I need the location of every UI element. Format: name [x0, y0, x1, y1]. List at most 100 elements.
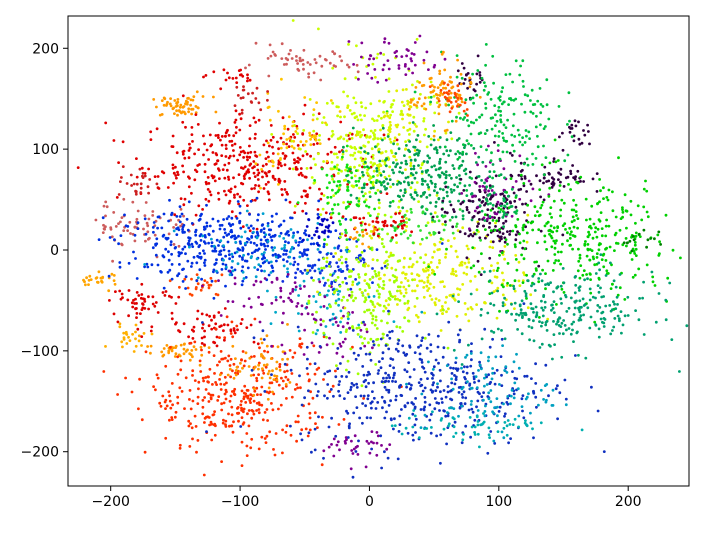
data-point	[364, 107, 367, 110]
data-point	[138, 340, 141, 343]
data-point	[148, 178, 151, 181]
data-point	[248, 164, 251, 167]
data-point	[617, 315, 620, 318]
data-point	[295, 55, 298, 58]
data-point	[237, 94, 240, 97]
data-point	[164, 248, 167, 251]
data-point	[461, 283, 464, 286]
data-point	[596, 236, 599, 239]
data-point	[210, 439, 213, 442]
data-point	[313, 158, 316, 161]
data-point	[506, 371, 509, 374]
data-point	[382, 53, 385, 56]
data-point	[280, 147, 283, 150]
data-point	[256, 258, 259, 261]
data-point	[463, 272, 466, 275]
data-point	[223, 323, 226, 326]
data-point	[232, 149, 235, 152]
data-point	[518, 261, 521, 264]
data-point	[561, 288, 564, 291]
data-point	[506, 151, 509, 154]
data-point	[474, 426, 477, 429]
data-point	[354, 76, 357, 79]
data-point	[371, 276, 374, 279]
data-point	[280, 188, 283, 191]
data-point	[197, 245, 200, 248]
data-point	[347, 205, 350, 208]
data-point	[519, 141, 522, 144]
data-point	[405, 427, 408, 430]
data-point	[426, 161, 429, 164]
data-point	[443, 346, 446, 349]
data-point	[605, 196, 608, 199]
data-point	[461, 62, 464, 65]
data-point	[426, 154, 429, 157]
data-point	[443, 410, 446, 413]
data-point	[309, 417, 312, 420]
data-point	[334, 229, 337, 232]
data-point	[477, 369, 480, 372]
data-point	[208, 233, 211, 236]
data-point	[349, 132, 352, 135]
data-point	[513, 397, 516, 400]
data-point	[178, 109, 181, 112]
data-point	[175, 411, 178, 414]
data-point	[323, 372, 326, 375]
data-point	[196, 318, 199, 321]
data-point	[254, 318, 257, 321]
data-point	[250, 200, 253, 203]
data-point	[613, 249, 616, 252]
data-point	[277, 153, 280, 156]
data-point	[162, 235, 165, 238]
data-point	[336, 115, 339, 118]
data-point	[500, 90, 503, 93]
data-point	[183, 352, 186, 355]
data-point	[502, 285, 505, 288]
data-point	[155, 301, 158, 304]
data-point	[342, 150, 345, 153]
data-point	[145, 350, 148, 353]
data-point	[450, 191, 453, 194]
data-point	[163, 256, 166, 259]
data-point	[408, 382, 411, 385]
data-point	[403, 368, 406, 371]
data-point	[523, 211, 526, 214]
data-point	[516, 328, 519, 331]
data-point	[280, 404, 283, 407]
data-point	[246, 260, 249, 263]
data-point	[239, 227, 242, 230]
data-point	[504, 412, 507, 415]
data-point	[382, 351, 385, 354]
data-point	[271, 160, 274, 163]
data-point	[370, 338, 373, 341]
data-point	[127, 336, 130, 339]
data-point	[270, 124, 273, 127]
data-point	[424, 180, 427, 183]
data-point	[242, 254, 245, 257]
data-point	[530, 377, 533, 380]
data-point	[631, 258, 634, 261]
data-point	[496, 269, 499, 272]
data-point	[352, 63, 355, 66]
data-point	[450, 245, 453, 248]
data-point	[305, 306, 308, 309]
data-point	[388, 42, 391, 45]
data-point	[178, 263, 181, 266]
data-point	[231, 321, 234, 324]
data-point	[403, 295, 406, 298]
data-point	[235, 237, 238, 240]
data-point	[583, 134, 586, 137]
data-point	[382, 170, 385, 173]
data-point	[347, 360, 350, 363]
data-point	[447, 307, 450, 310]
data-point	[500, 374, 503, 377]
data-point	[230, 358, 233, 361]
data-point	[397, 285, 400, 288]
data-point	[290, 140, 293, 143]
data-point	[373, 397, 376, 400]
data-point	[403, 316, 406, 319]
data-point	[579, 176, 582, 179]
data-point	[202, 399, 205, 402]
data-point	[279, 223, 282, 226]
data-point	[210, 328, 213, 331]
